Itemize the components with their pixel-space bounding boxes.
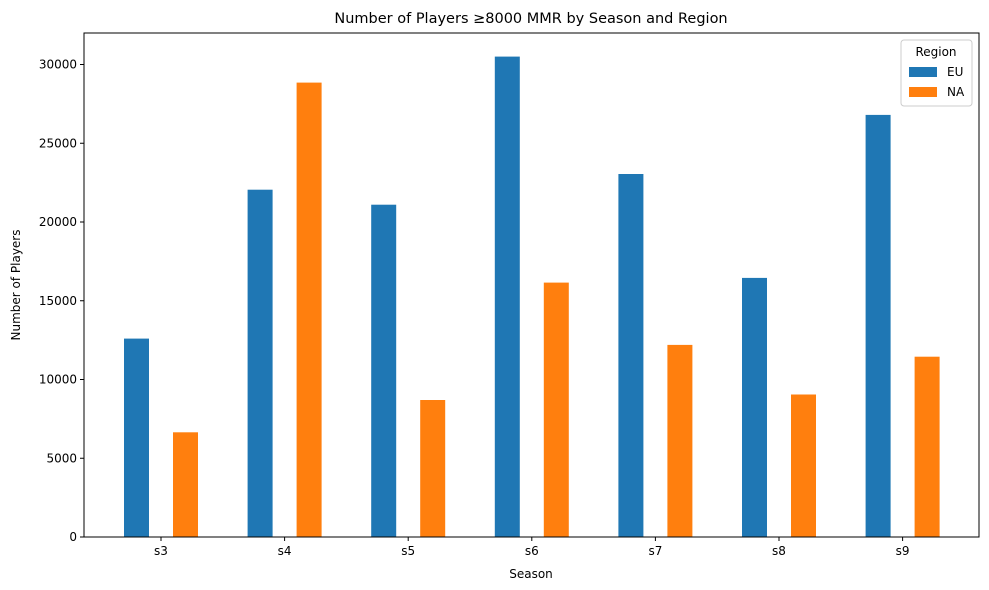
bars-layer — [124, 56, 940, 538]
bar-eu-s3 — [124, 338, 149, 537]
y-tick-label: 30000 — [39, 58, 77, 72]
x-axis-title: Season — [509, 567, 553, 581]
y-tick-label: 20000 — [39, 215, 77, 229]
bar-eu-s6 — [494, 56, 520, 537]
y-tick-label: 0 — [69, 530, 77, 544]
bar-na-s4 — [296, 82, 322, 537]
bar-eu-s8 — [742, 277, 767, 537]
bar-eu-s9 — [865, 114, 891, 538]
x-tick-label: s8 — [772, 544, 786, 558]
legend-label-eu: EU — [947, 65, 963, 79]
y-tick-label: 25000 — [39, 136, 77, 150]
chart-title: Number of Players ≥8000 MMR by Season an… — [334, 11, 727, 27]
x-tick-label: s5 — [401, 544, 415, 558]
legend-label-na: NA — [947, 85, 965, 99]
y-axis-title: Number of Players — [9, 230, 23, 341]
bar-eu-s7 — [618, 174, 644, 537]
plot-frame — [83, 32, 980, 538]
bar-eu-s4 — [247, 189, 273, 537]
y-tick-label: 10000 — [39, 373, 77, 387]
x-tick-label: s3 — [154, 544, 168, 558]
legend-title: Region — [915, 45, 956, 59]
x-tick-label: s9 — [896, 544, 910, 558]
legend-swatch-eu — [909, 67, 937, 77]
x-axis: s3 s4 s5 s6 s7 s8 s9 — [154, 537, 910, 558]
legend-swatch-na — [909, 87, 937, 97]
bar-na-s3 — [173, 432, 198, 537]
bar-na-s5 — [420, 400, 446, 537]
bar-eu-s5 — [371, 204, 397, 537]
y-tick-label: 5000 — [46, 451, 77, 465]
x-tick-label: s4 — [278, 544, 292, 558]
bar-na-s8 — [791, 394, 816, 537]
x-tick-label: s6 — [525, 544, 539, 558]
y-axis: 0 5000 10000 15000 20000 25000 30000 — [39, 58, 84, 544]
bar-na-s6 — [543, 282, 569, 537]
y-tick-label: 15000 — [39, 294, 77, 308]
x-tick-label: s7 — [648, 544, 662, 558]
bar-na-s7 — [667, 344, 693, 537]
bar-na-s9 — [914, 356, 940, 537]
legend: Region EU NA — [900, 39, 973, 107]
